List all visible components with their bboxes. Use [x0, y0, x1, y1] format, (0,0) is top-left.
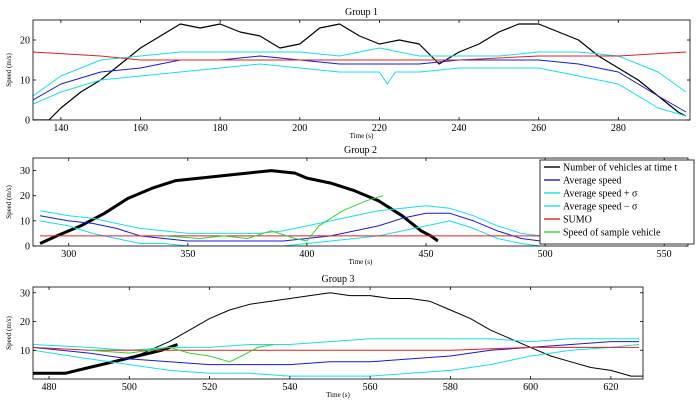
series-sample-line	[89, 344, 274, 363]
legend-box	[539, 159, 695, 245]
x-tick-label: 540	[282, 382, 297, 393]
series-avg-line	[40, 212, 541, 242]
series-sigma-line	[33, 338, 639, 351]
x-tick-label: 480	[42, 382, 57, 393]
series-sigma-line	[33, 47, 687, 97]
y-axis-label: Speed (m/s)	[5, 316, 13, 350]
y-tick-label: 30	[20, 288, 30, 299]
chart-title: Group 1	[345, 7, 378, 18]
y-tick-label: 0	[25, 242, 30, 253]
y-tick-label: 20	[20, 36, 30, 47]
series-sigma-line	[40, 220, 541, 246]
series-sumo-line	[33, 346, 639, 351]
chart-group-1: 140 160 180 200 220 240 260 280 0 10 20 Group 1 Time…	[5, 7, 691, 140]
x-axis-label: Time (s)	[349, 258, 373, 266]
legend-item-label: Average speed + σ	[563, 189, 638, 200]
x-tick-label: 520	[202, 382, 217, 393]
y-tick-label: 10	[20, 76, 30, 87]
x-tick-label: 300	[61, 249, 76, 260]
y-tick-label: 20	[20, 191, 30, 202]
series-sigma-line	[33, 344, 640, 377]
x-tick-label: 500	[122, 382, 137, 393]
x-axis-label: Time (s)	[326, 391, 350, 399]
chart-group-2: 300 350 400 450 500 550 0 10 20 30 Group 2 Time (s)…	[5, 145, 689, 266]
x-tick-label: 240	[452, 123, 467, 134]
series-vehicles-line	[39, 169, 439, 245]
x-tick-label: 280	[611, 123, 626, 134]
chart-title: Group 2	[344, 145, 377, 156]
x-tick-label: 600	[523, 382, 538, 393]
x-tick-label: 350	[180, 249, 195, 260]
x-tick-label: 550	[657, 249, 672, 260]
x-tick-label: 620	[603, 382, 618, 393]
x-tick-label: 220	[372, 123, 387, 134]
series-sumo-line	[33, 51, 687, 61]
series-sample-line	[163, 195, 384, 242]
chart-group-3: 480 500 520 540 560 580 600 620 10 20 30 Group 3 Tim…	[5, 274, 644, 399]
x-tick-label: 400	[299, 249, 314, 260]
series-vehicles-line	[33, 292, 643, 377]
y-tick-label: 0	[25, 116, 30, 127]
x-tick-label: 500	[538, 249, 553, 260]
x-tick-label: 560	[363, 382, 378, 393]
series-sigma-line	[40, 205, 541, 237]
x-axis-label: Time (s)	[350, 132, 374, 140]
axes-frame	[32, 286, 644, 380]
legend-item-label: SUMO	[563, 215, 592, 226]
x-tick-label: 580	[443, 382, 458, 393]
legend-item-label: Average speed − σ	[563, 202, 638, 213]
legend-item-label: Speed of sample vehicle	[563, 228, 661, 239]
legend-item-label: Average speed	[563, 176, 621, 187]
axes-frame	[32, 19, 691, 121]
series-vehicles-line	[33, 23, 687, 120]
series-sigma-line	[33, 63, 687, 117]
y-axis-label: Speed (m/s)	[5, 185, 13, 219]
y-tick-label: 10	[20, 216, 30, 227]
y-tick-label: 20	[20, 317, 30, 328]
x-tick-label: 160	[133, 123, 148, 134]
chart-title: Group 3	[321, 274, 354, 285]
series-avg-line	[33, 55, 687, 113]
series-avg-line	[33, 341, 639, 366]
y-axis-label: Speed (m/s)	[5, 53, 13, 87]
y-tick-label: 30	[20, 166, 30, 177]
x-tick-label: 200	[292, 123, 307, 134]
legend-item-label: Number of vehicles at time t	[563, 163, 677, 174]
y-tick-label: 10	[20, 346, 30, 357]
x-tick-label: 450	[419, 249, 434, 260]
x-tick-label: 180	[213, 123, 228, 134]
legend: Number of vehicles at time t Average spee…	[539, 159, 695, 245]
x-tick-label: 140	[53, 123, 68, 134]
x-tick-label: 260	[531, 123, 546, 134]
